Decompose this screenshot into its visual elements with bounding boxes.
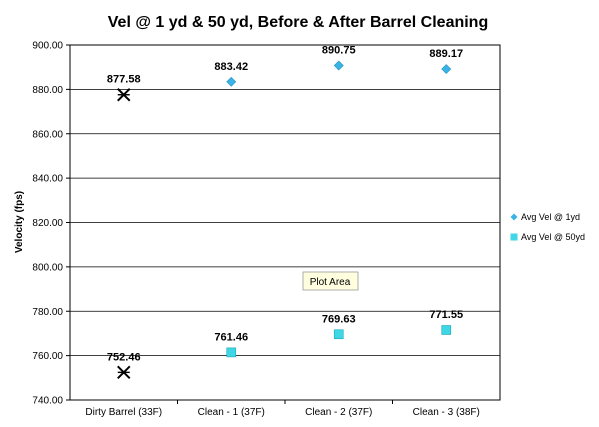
x-tick-label: Clean - 2 (37F) [305,407,372,418]
square-marker[interactable] [226,347,237,358]
y-axis-label: Velocity (fps) [14,191,25,253]
data-label: 890.75 [322,45,356,57]
legend[interactable]: Avg Vel @ 1yd Avg Vel @ 50yd [510,212,586,242]
diamond-marker[interactable] [226,76,237,87]
y-tick-label: 820.00 [32,218,63,229]
x-tick-label: Clean - 1 (37F) [198,407,265,418]
y-tick-label: 840.00 [32,174,63,185]
y-tick-label: 880.00 [32,85,63,96]
y-tick-label: 800.00 [32,262,63,273]
series-layer: 877.58 883.42 890.75 889.17 752.46 761.46 769.… [107,45,463,380]
legend-square-swatch [510,233,518,241]
tooltip-text: Plot Area [310,277,351,288]
data-label: 752.46 [107,351,141,363]
data-label: 883.42 [214,61,248,73]
diamond-marker[interactable] [333,60,344,71]
data-label: 889.17 [429,48,463,60]
y-tick-label: 860.00 [32,129,63,140]
y-tick-label: 740.00 [32,396,63,407]
square-marker[interactable] [441,325,452,335]
square-marker[interactable] [333,329,344,340]
data-label: 771.55 [429,309,463,321]
grid-lines [70,88,500,357]
data-label: 769.63 [322,313,356,325]
legend-entry: Avg Vel @ 1yd [521,212,580,222]
legend-entry: Avg Vel @ 50yd [521,232,585,242]
y-axis-ticks: 740.00 760.00 780.00 800.00 820.00 840.00 860.… [32,41,70,407]
data-label: 877.58 [107,74,141,86]
series-avg-vel-1yd: 877.58 883.42 890.75 889.17 [107,45,463,102]
plot-area-tooltip: Plot Area [302,271,359,291]
x-axis-ticks: Dirty Barrel (33F) Clean - 1 (37F) Clean -… [85,400,480,418]
chart-title: Vel @ 1 yd & 50 yd, Before & After Barre… [108,14,488,31]
legend-diamond-swatch [510,213,518,221]
asterisk-marker[interactable] [117,365,131,380]
y-tick-label: 780.00 [32,307,63,318]
tooltip-box [302,271,359,291]
data-label: 761.46 [214,331,248,343]
x-tick-label: Clean - 3 (38F) [413,407,480,418]
diamond-marker[interactable] [441,64,452,74]
asterisk-marker[interactable] [117,88,131,102]
y-tick-label: 900.00 [32,41,63,52]
y-tick-label: 760.00 [32,351,63,362]
x-tick-label: Dirty Barrel (33F) [85,407,162,418]
series-avg-vel-50yd: 752.46 761.46 769.63 771.55 [107,309,463,380]
